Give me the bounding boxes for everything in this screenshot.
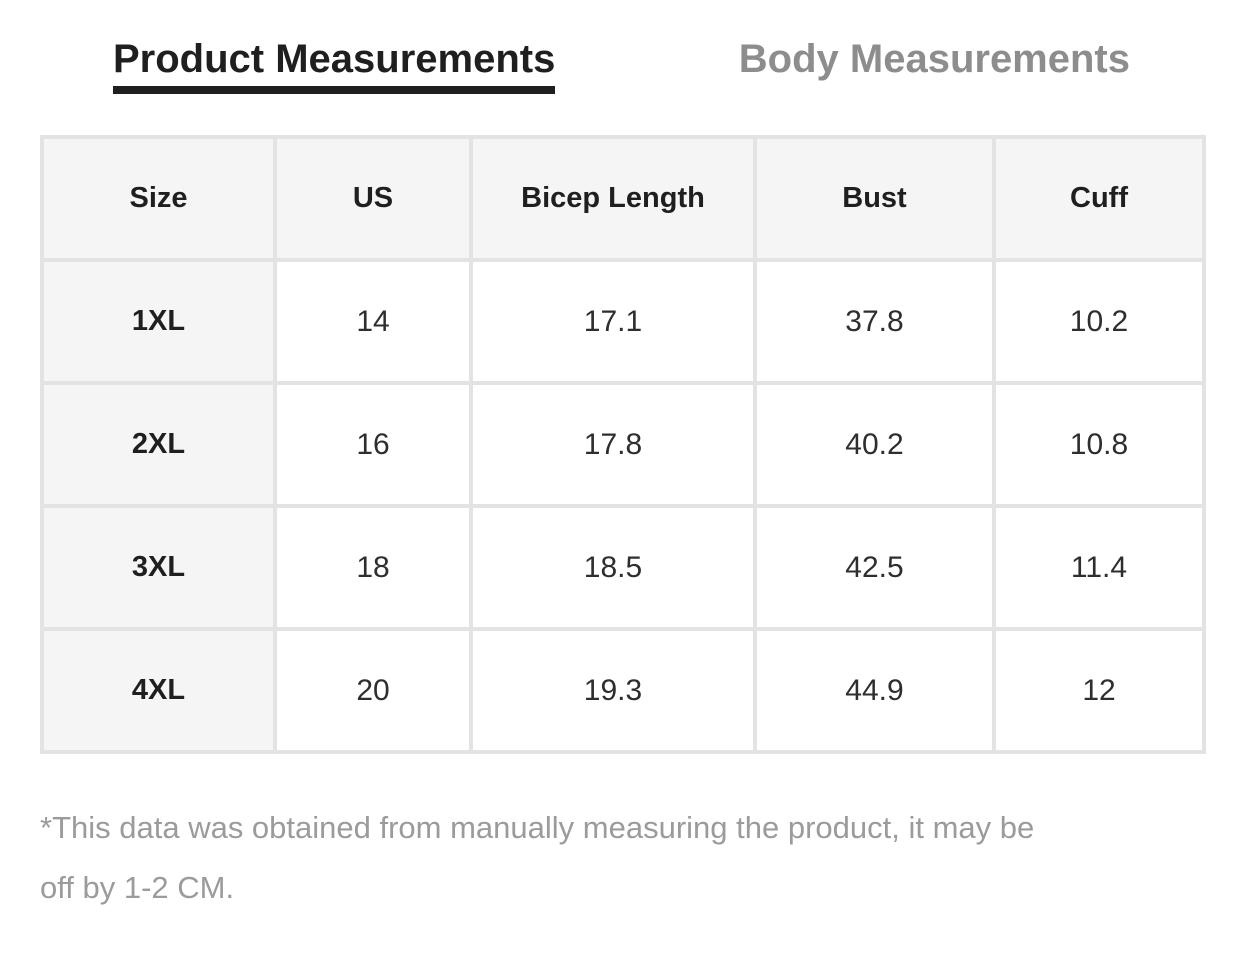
- cell-size: 2XL: [40, 381, 277, 508]
- column-header-us: US: [273, 135, 473, 262]
- cell-size: 4XL: [40, 627, 277, 754]
- cell-us: 20: [273, 627, 473, 754]
- column-header-bust: Bust: [753, 135, 996, 262]
- size-chart-header: Size US Bicep Length Bust Cuff: [40, 135, 1206, 262]
- cell-cuff: 11.4: [992, 504, 1206, 631]
- cell-bust: 44.9: [753, 627, 996, 754]
- cell-size: 3XL: [40, 504, 277, 631]
- cell-bicep-length: 18.5: [469, 504, 757, 631]
- column-header-size: Size: [40, 135, 277, 262]
- disclaimer-line-1: *This data was obtained from manually me…: [40, 810, 1035, 845]
- column-header-cuff: Cuff: [992, 135, 1206, 262]
- table-row: 3XL 18 18.5 42.5 11.4: [40, 504, 1206, 631]
- table-row: 4XL 20 19.3 44.9 12: [40, 627, 1206, 754]
- cell-bicep-length: 17.1: [469, 258, 757, 385]
- tab-body-measurements[interactable]: Body Measurements: [738, 37, 1130, 81]
- cell-cuff: 10.8: [992, 381, 1206, 508]
- cell-size: 1XL: [40, 258, 277, 385]
- cell-bust: 42.5: [753, 504, 996, 631]
- cell-us: 16: [273, 381, 473, 508]
- cell-bicep-length: 19.3: [469, 627, 757, 754]
- table-row: 1XL 14 17.1 37.8 10.2: [40, 258, 1206, 385]
- cell-bust: 37.8: [753, 258, 996, 385]
- header-row: Size US Bicep Length Bust Cuff: [40, 135, 1206, 262]
- size-chart-table: Size US Bicep Length Bust Cuff 1XL 14 17…: [40, 135, 1206, 754]
- measurement-disclaimer: *This data was obtained from manually me…: [40, 798, 1202, 918]
- cell-bust: 40.2: [753, 381, 996, 508]
- cell-bicep-length: 17.8: [469, 381, 757, 508]
- cell-cuff: 10.2: [992, 258, 1206, 385]
- column-header-bicep-length: Bicep Length: [469, 135, 757, 262]
- tab-product-measurements[interactable]: Product Measurements: [113, 36, 556, 94]
- table-row: 2XL 16 17.8 40.2 10.8: [40, 381, 1206, 508]
- disclaimer-line-2: off by 1-2 CM.: [40, 870, 235, 905]
- cell-cuff: 12: [992, 627, 1206, 754]
- cell-us: 18: [273, 504, 473, 631]
- size-chart-body: 1XL 14 17.1 37.8 10.2 2XL 16 17.8 40.2 1…: [40, 258, 1206, 754]
- measurement-tabs: Product Measurements Body Measurements: [0, 0, 1242, 94]
- cell-us: 14: [273, 258, 473, 385]
